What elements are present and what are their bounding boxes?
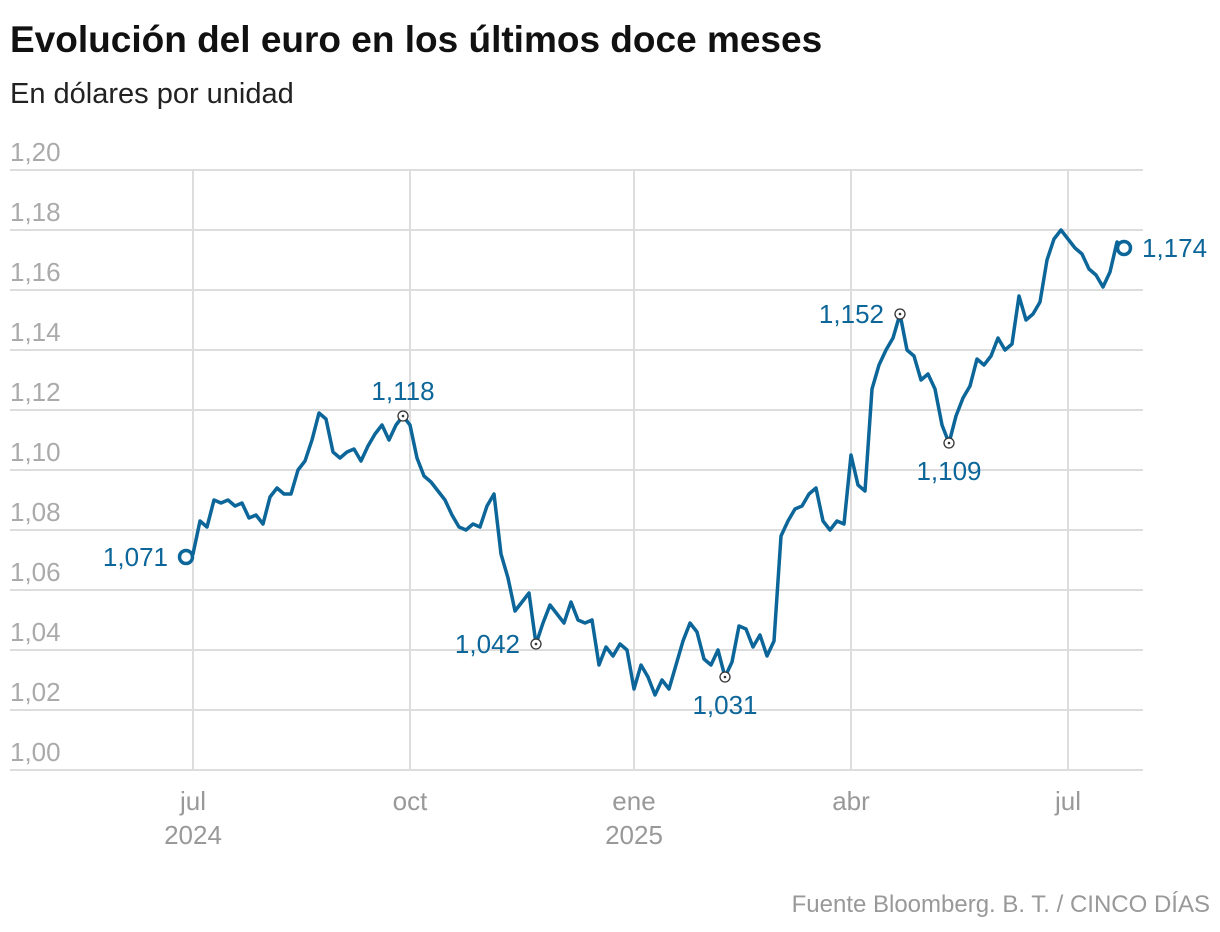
marker-dot [723, 675, 727, 679]
x-tick-label: abr [832, 786, 870, 816]
y-tick-label: 1,06 [10, 557, 61, 587]
value-label: 1,042 [455, 629, 520, 659]
x-tick-label: ene 2025 [605, 786, 663, 850]
y-tick-label: 1,16 [10, 257, 61, 287]
y-tick-label: 1,14 [10, 317, 61, 347]
value-label: 1,174 [1142, 233, 1207, 263]
marker [1115, 239, 1133, 257]
y-tick-label: 1,02 [10, 677, 61, 707]
value-label: 1,031 [692, 690, 757, 720]
y-tick-label: 1,20 [10, 137, 61, 167]
marker-dot [947, 441, 951, 445]
value-label: 1,118 [371, 376, 434, 406]
y-tick-label: 1,10 [10, 437, 61, 467]
marker-dot [898, 312, 902, 316]
y-tick-label: 1,04 [10, 617, 61, 647]
y-tick-label: 1,08 [10, 497, 61, 527]
value-label: 1,071 [103, 542, 168, 572]
marker [177, 548, 195, 566]
value-label: 1,109 [916, 456, 981, 486]
x-tick-label: oct [393, 786, 428, 816]
marker-dot [534, 642, 538, 646]
marker-dot [401, 414, 405, 418]
x-tick-label: jul 2024 [164, 786, 222, 850]
chart-title: Evolución del euro en los últimos doce m… [10, 19, 822, 60]
source: Fuente Bloomberg. B. T. / CINCO DÍAS [792, 891, 1210, 918]
chart-subtitle: En dólares por unidad [10, 78, 294, 110]
value-label: 1,152 [819, 299, 884, 329]
x-tick-label: jul [1054, 786, 1081, 816]
y-tick-label: 1,12 [10, 377, 61, 407]
y-tick-label: 1,00 [10, 737, 61, 767]
y-tick-label: 1,18 [10, 197, 61, 227]
line [185, 228, 1126, 697]
